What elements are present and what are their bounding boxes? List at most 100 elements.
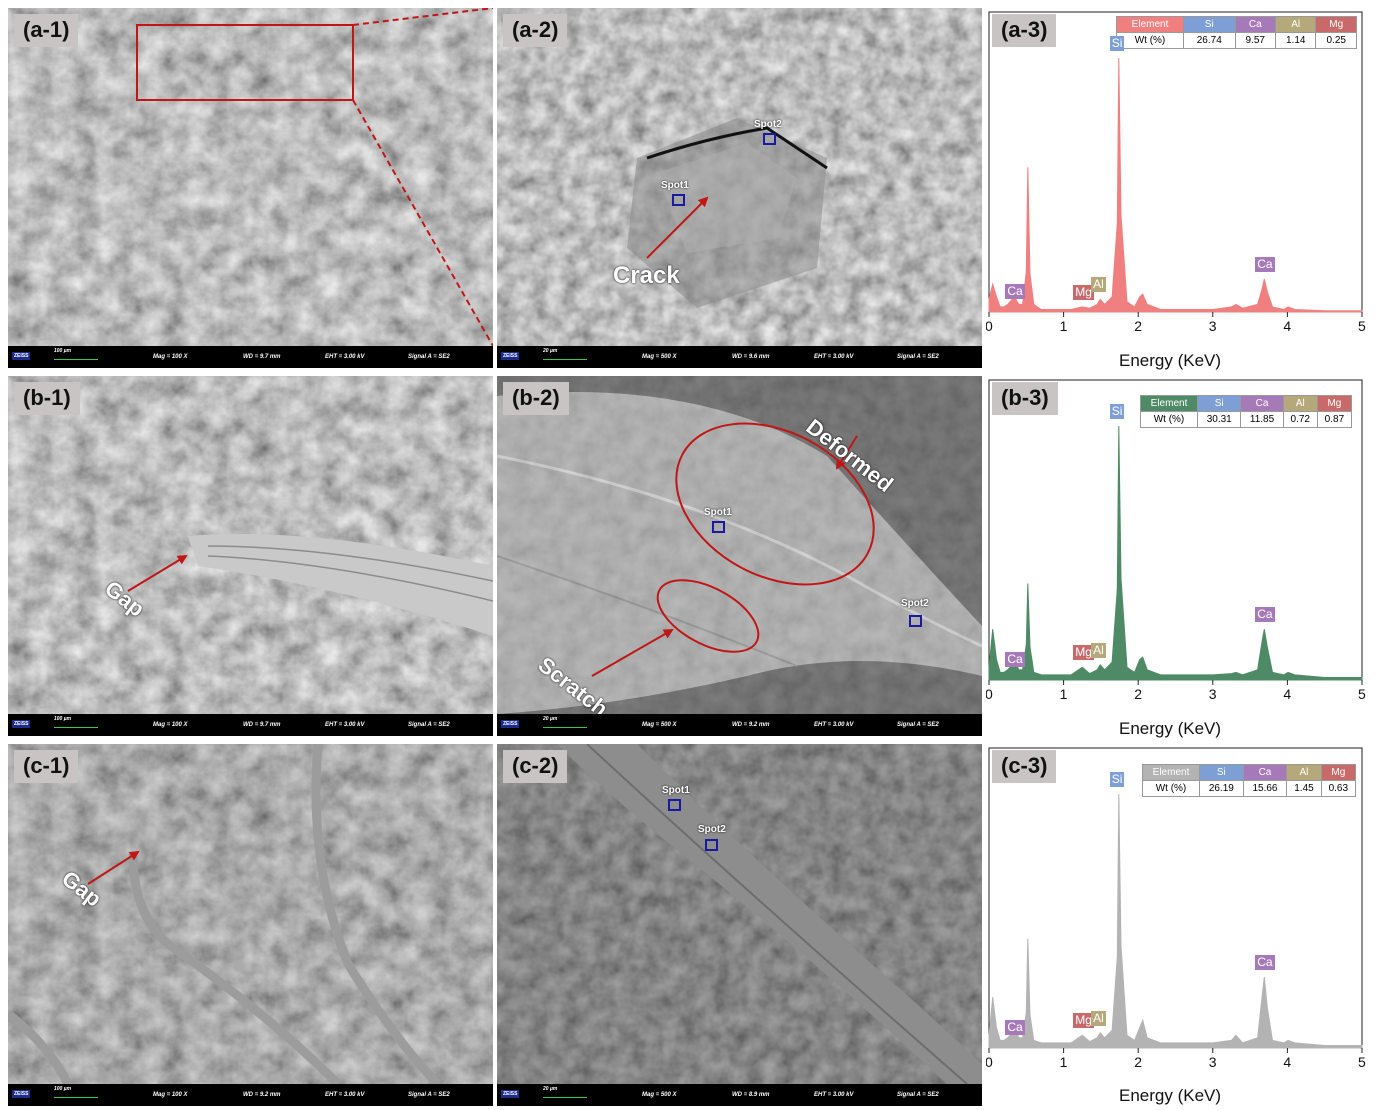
crack-arrow xyxy=(646,196,709,259)
td-label: Wt (%) xyxy=(1140,411,1198,428)
spot2-label: Spot2 xyxy=(901,598,929,609)
sem-databar: ZEISS 20 µm Mag = 500 X WD = 8.9 mm EHT … xyxy=(497,1084,982,1106)
panel-label: (c-1) xyxy=(14,750,79,783)
x-tick-label: 4 xyxy=(1283,1054,1292,1070)
panel-label: (a-2) xyxy=(503,14,568,47)
scale-label: 20 µm xyxy=(543,348,558,354)
sem-databar: ZEISS 100 µm Mag = 100 X WD = 9.7 mm EHT… xyxy=(8,346,493,368)
eht-readout: EHT = 3.00 kV xyxy=(325,1092,365,1098)
td-al: 0.72 xyxy=(1282,411,1318,428)
td-si: 26.74 xyxy=(1183,32,1236,49)
td-ca: 15.66 xyxy=(1242,780,1288,797)
spot1-label: Spot1 xyxy=(662,785,690,796)
sem-texture xyxy=(8,8,493,346)
eht-readout: EHT = 3.00 kV xyxy=(325,722,365,728)
sem-texture xyxy=(497,744,982,1085)
signal-readout: Signal A = SE2 xyxy=(897,1092,939,1098)
eht-readout: EHT = 3.00 kV xyxy=(814,722,854,728)
x-tick-label: 5 xyxy=(1358,318,1366,334)
x-axis-title: Energy (KeV) xyxy=(1119,719,1222,738)
signal-readout: Signal A = SE2 xyxy=(897,354,939,360)
x-tick-label: 3 xyxy=(1208,318,1217,334)
panel-label: (c-2) xyxy=(503,750,568,783)
scale-label: 100 µm xyxy=(54,716,72,722)
th-mg: Mg xyxy=(1320,764,1357,781)
th-element: Element xyxy=(1140,395,1198,412)
zeiss-logo: ZEISS xyxy=(501,720,520,728)
td-ca: 11.85 xyxy=(1240,411,1284,428)
spot1-label: Spot1 xyxy=(704,507,732,518)
scale-bar: 20 µm xyxy=(543,1086,587,1098)
sem-texture xyxy=(497,376,982,714)
spot1-marker xyxy=(712,521,725,533)
x-tick-label: 5 xyxy=(1358,1054,1366,1070)
scale-bar: 100 µm xyxy=(54,1086,98,1098)
x-tick-label: 0 xyxy=(986,686,993,702)
eds-panel-b3: (b-3) Element Si Ca Al Mg Wt (%) 30.31 11.85 0.… xyxy=(986,376,1376,740)
crack-label: Crack xyxy=(613,262,680,289)
th-element: Element xyxy=(1116,16,1184,33)
x-axis-title: Energy (KeV) xyxy=(1119,1086,1222,1105)
peak-label-al: Al xyxy=(1091,1010,1106,1026)
td-label: Wt (%) xyxy=(1116,32,1184,49)
eds-chart xyxy=(988,379,1363,685)
th-al: Al xyxy=(1286,764,1322,781)
mag-readout: Mag = 100 X xyxy=(153,722,188,728)
td-ca: 9.57 xyxy=(1234,32,1276,49)
zeiss-logo: ZEISS xyxy=(12,352,31,360)
signal-readout: Signal A = SE2 xyxy=(408,1092,450,1098)
x-tick-label: 1 xyxy=(1059,1054,1068,1070)
x-tick-label: 3 xyxy=(1208,686,1217,702)
th-si: Si xyxy=(1196,395,1242,412)
td-si: 30.31 xyxy=(1196,411,1242,428)
x-tick-label: 0 xyxy=(986,1054,993,1070)
x-tick-label: 4 xyxy=(1283,318,1292,334)
wd-readout: WD = 8.9 mm xyxy=(732,1092,770,1098)
sem-texture xyxy=(8,744,493,1088)
th-mg: Mg xyxy=(1316,395,1353,412)
signal-readout: Signal A = SE2 xyxy=(408,722,450,728)
plot-frame xyxy=(988,11,1363,313)
gap-arrow xyxy=(127,554,188,592)
sem-panel-b2: (b-2) Spot1 Spot2 Deformed Scratch ZEISS… xyxy=(497,376,982,736)
peak-label-ca: Ca xyxy=(1255,256,1275,272)
mag-readout: Mag = 100 X xyxy=(153,1092,188,1098)
wd-readout: WD = 9.2 mm xyxy=(732,722,770,728)
th-si: Si xyxy=(1199,764,1244,781)
x-tick-label: 2 xyxy=(1134,318,1142,334)
peak-label-si: Si xyxy=(1109,772,1125,787)
signal-readout: Signal A = SE2 xyxy=(408,354,450,360)
wd-readout: WD = 9.7 mm xyxy=(243,722,281,728)
scale-bar: 20 µm xyxy=(543,348,587,360)
th-ca: Ca xyxy=(1240,395,1284,412)
wt-table: Element Si Ca Al Mg Wt (%) 26.74 9.57 1.14 0.25 xyxy=(1116,16,1357,49)
peak-label-ca: Ca xyxy=(1005,284,1025,300)
wd-readout: WD = 9.6 mm xyxy=(732,354,770,360)
signal-readout: Signal A = SE2 xyxy=(897,722,939,728)
scale-bar: 100 µm xyxy=(54,716,98,728)
x-tick-label: 4 xyxy=(1283,686,1292,702)
panel-label: (b-2) xyxy=(503,382,569,415)
th-ca: Ca xyxy=(1242,764,1288,781)
zeiss-logo: ZEISS xyxy=(12,720,31,728)
peak-label-ca: Ca xyxy=(1255,607,1275,623)
sem-panel-b1: (b-1) Gap ZEISS 100 µm Mag = 100 X WD = … xyxy=(8,376,493,736)
annotation-overlay xyxy=(591,422,875,677)
eds-panel-c3: (c-3) Element Si Ca Al Mg Wt (%) 26.19 15.66 1.… xyxy=(986,744,1376,1108)
peak-label-si: Si xyxy=(1109,404,1125,419)
eht-readout: EHT = 3.00 kV xyxy=(325,354,365,360)
x-axis-title: Energy (KeV) xyxy=(1119,351,1222,370)
x-tick-label: 5 xyxy=(1358,686,1366,702)
sem-panel-c1: (c-1) Gap ZEISS 100 µm Mag = 100 X WD = … xyxy=(8,744,493,1106)
sem-panel-a1: (a-1) ZEISS 100 µm Mag = 100 X WD = 9.7 … xyxy=(8,8,493,368)
th-al: Al xyxy=(1282,395,1318,412)
peak-label-al: Al xyxy=(1091,277,1106,293)
wt-table: Element Si Ca Al Mg Wt (%) 26.19 15.66 1.45 0.63 xyxy=(1142,764,1357,797)
mag-readout: Mag = 500 X xyxy=(642,354,677,360)
peak-label-mg: Mg xyxy=(1073,1013,1094,1029)
panel-label: (a-3) xyxy=(992,14,1057,47)
gap-arrow xyxy=(87,850,140,885)
peak-label-mg: Mg xyxy=(1073,284,1094,300)
eds-panel-a3: (a-3) Element Si Ca Al Mg Wt (%) 26.74 9.57 1.1… xyxy=(986,8,1376,372)
zeiss-logo: ZEISS xyxy=(501,1090,520,1098)
